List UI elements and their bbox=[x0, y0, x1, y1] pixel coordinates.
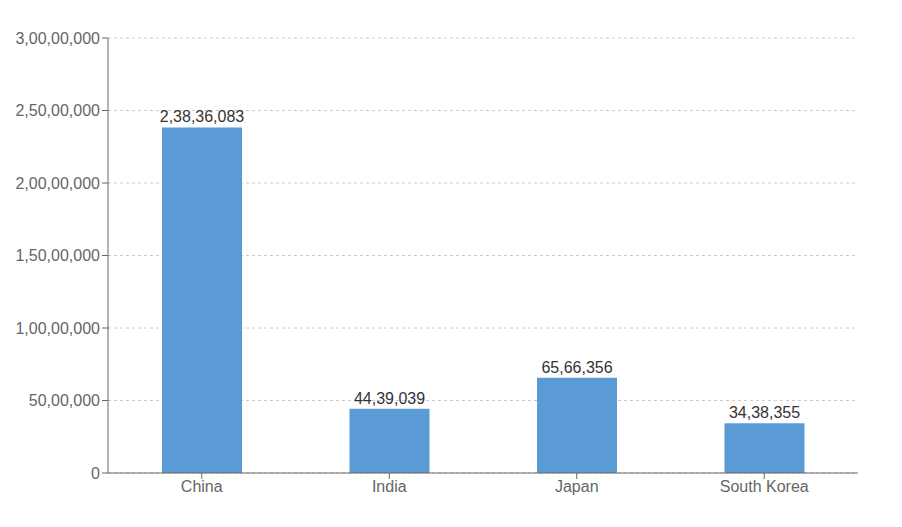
svg-text:2,50,00,000: 2,50,00,000 bbox=[15, 102, 100, 119]
svg-text:China: China bbox=[181, 478, 223, 495]
svg-text:South Korea: South Korea bbox=[720, 478, 809, 495]
svg-text:2,38,36,083: 2,38,36,083 bbox=[160, 108, 245, 125]
svg-text:44,39,039: 44,39,039 bbox=[354, 390, 425, 407]
svg-text:India: India bbox=[372, 478, 407, 495]
svg-text:1,00,00,000: 1,00,00,000 bbox=[15, 320, 100, 337]
svg-text:0: 0 bbox=[91, 465, 100, 482]
svg-text:Japan: Japan bbox=[555, 478, 599, 495]
svg-text:3,00,00,000: 3,00,00,000 bbox=[15, 30, 100, 47]
svg-text:34,38,355: 34,38,355 bbox=[729, 404, 800, 421]
svg-text:50,00,000: 50,00,000 bbox=[29, 392, 100, 409]
svg-text:1,50,00,000: 1,50,00,000 bbox=[15, 247, 100, 264]
svg-text:65,66,356: 65,66,356 bbox=[541, 359, 612, 376]
svg-text:2,00,00,000: 2,00,00,000 bbox=[15, 175, 100, 192]
